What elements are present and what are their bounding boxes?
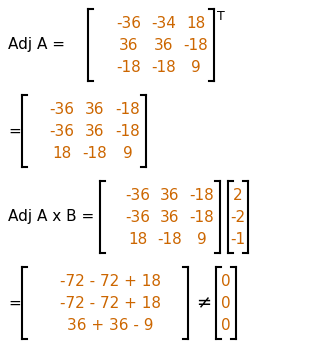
Text: 18: 18: [128, 232, 148, 246]
Text: -36: -36: [126, 209, 151, 225]
Text: -18: -18: [116, 102, 140, 116]
Text: 36: 36: [85, 124, 105, 138]
Text: 36: 36: [160, 209, 180, 225]
Text: -36: -36: [126, 187, 151, 203]
Text: Adj A x B =: Adj A x B =: [8, 209, 94, 225]
Text: -18: -18: [117, 60, 141, 74]
Text: 9: 9: [123, 145, 133, 161]
Text: -18: -18: [83, 145, 107, 161]
Text: 9: 9: [197, 232, 207, 246]
Text: 0: 0: [221, 317, 231, 333]
Text: 18: 18: [186, 16, 206, 30]
Text: ≠: ≠: [197, 294, 211, 312]
Text: 18: 18: [52, 145, 72, 161]
Text: -18: -18: [184, 37, 208, 53]
Text: =: =: [8, 124, 21, 138]
Text: -18: -18: [190, 209, 214, 225]
Text: 36: 36: [154, 37, 174, 53]
Text: 0: 0: [221, 295, 231, 311]
Text: -72 - 72 + 18: -72 - 72 + 18: [60, 274, 160, 288]
Text: 9: 9: [191, 60, 201, 74]
Text: 36: 36: [160, 187, 180, 203]
Text: -72 - 72 + 18: -72 - 72 + 18: [60, 295, 160, 311]
Text: -36: -36: [49, 124, 74, 138]
Text: 0: 0: [221, 274, 231, 288]
Text: =: =: [8, 295, 21, 311]
Text: -36: -36: [117, 16, 141, 30]
Text: 36 + 36 - 9: 36 + 36 - 9: [67, 317, 153, 333]
Text: T: T: [217, 10, 225, 23]
Text: -18: -18: [158, 232, 182, 246]
Text: -18: -18: [190, 187, 214, 203]
Text: 36: 36: [85, 102, 105, 116]
Text: -2: -2: [230, 209, 246, 225]
Text: -18: -18: [152, 60, 176, 74]
Text: -34: -34: [152, 16, 177, 30]
Text: -1: -1: [230, 232, 246, 246]
Text: 36: 36: [119, 37, 139, 53]
Text: -18: -18: [116, 124, 140, 138]
Text: 2: 2: [233, 187, 243, 203]
Text: Adj A =: Adj A =: [8, 37, 65, 53]
Text: -36: -36: [49, 102, 74, 116]
